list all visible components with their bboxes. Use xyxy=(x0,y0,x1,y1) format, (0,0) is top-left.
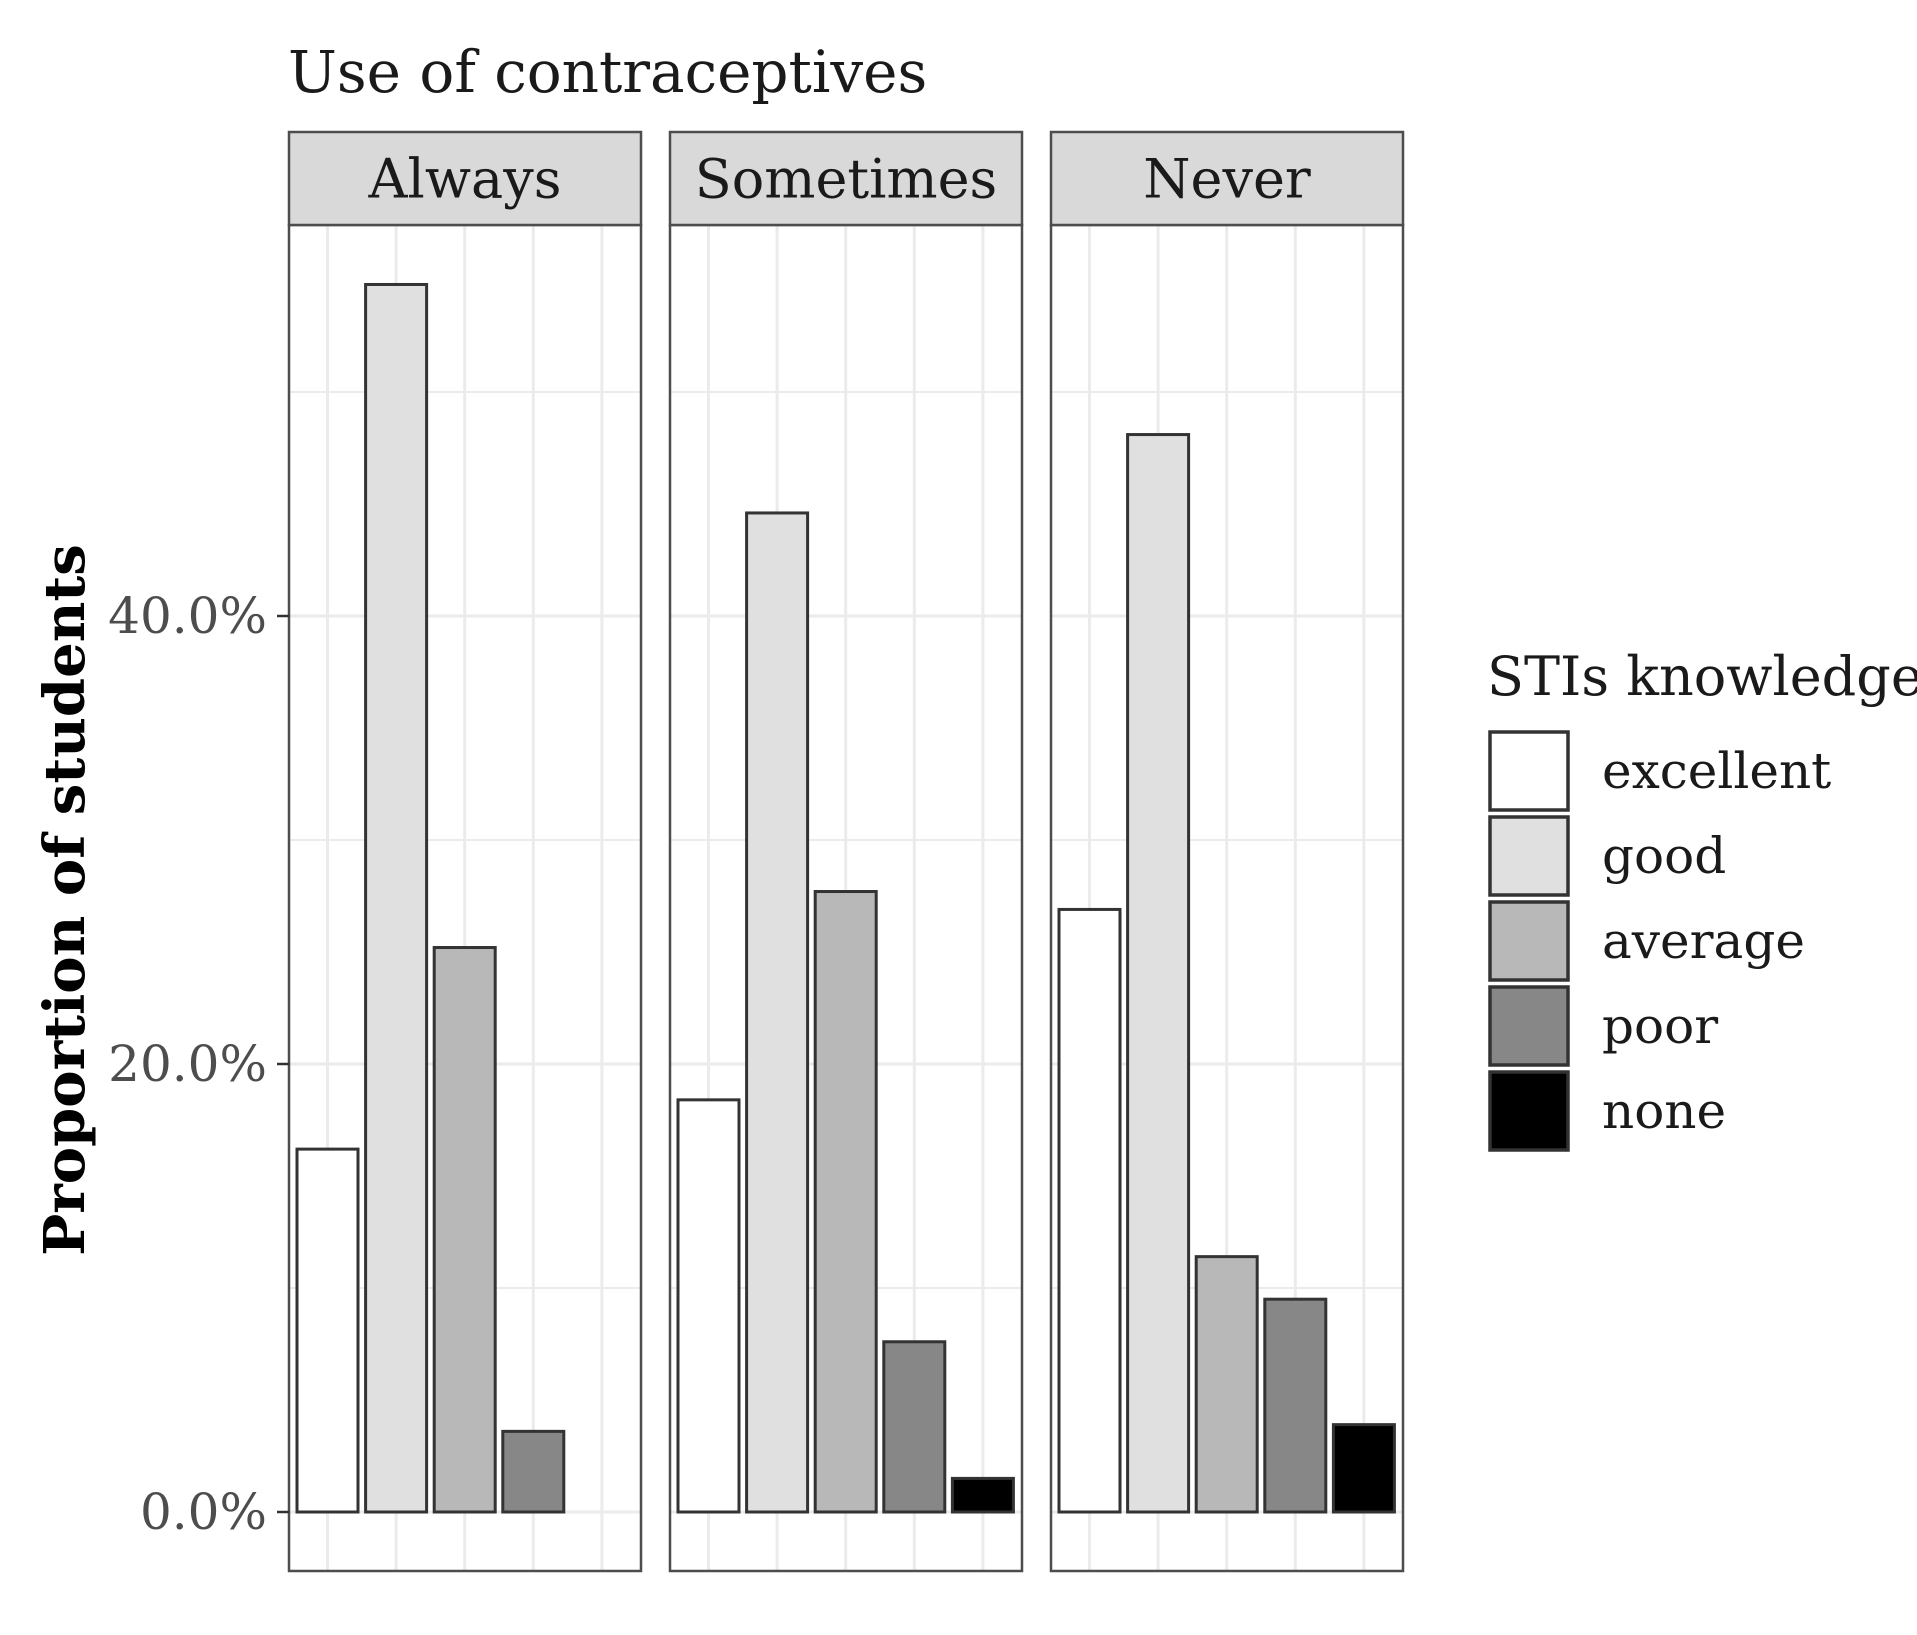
bar-always-average xyxy=(432,946,497,1514)
bar-sometimes-excellent xyxy=(676,1098,741,1514)
y-tick-label: 0.0% xyxy=(140,1483,267,1541)
bar-never-good xyxy=(1126,433,1191,1514)
facet-sometimes: Sometimes xyxy=(668,130,1024,1573)
bar-sometimes-none xyxy=(950,1476,1015,1514)
bar-never-poor xyxy=(1263,1297,1328,1514)
legend-label-average: average xyxy=(1602,912,1805,970)
facet-always: Always xyxy=(287,130,643,1573)
facet-panels: Always Sometimes Never xyxy=(287,130,1405,1573)
y-tick-label: 20.0% xyxy=(108,1035,267,1093)
bar-always-excellent xyxy=(295,1147,360,1514)
facet-strip-label: Always xyxy=(368,148,562,211)
facet-never: Never xyxy=(1049,130,1405,1573)
facet-strip xyxy=(287,130,643,227)
y-axis-label: Proportion of students xyxy=(32,544,98,1256)
bar-always-good xyxy=(364,282,429,1514)
legend-key-good xyxy=(1488,815,1570,897)
bar-never-none xyxy=(1331,1423,1396,1514)
facet-strip xyxy=(1049,130,1405,227)
legend-key-average xyxy=(1488,900,1570,982)
bar-sometimes-good xyxy=(745,511,810,1514)
bar-sometimes-average xyxy=(813,890,878,1514)
legend-key-none xyxy=(1488,1070,1570,1152)
bar-always-poor xyxy=(501,1429,566,1514)
legend-label-good: good xyxy=(1602,827,1726,885)
facet-strip-label: Sometimes xyxy=(695,148,998,211)
facet-strip-label: Never xyxy=(1143,148,1311,211)
legend: STIs knowledge excellent good average poor n… xyxy=(1487,645,1917,1152)
legend-title: STIs knowledge xyxy=(1487,645,1917,708)
y-axis-ticks: 0.0% 20.0% 40.0% xyxy=(108,587,289,1541)
bar-never-excellent xyxy=(1057,907,1122,1514)
facet-strip xyxy=(668,130,1024,227)
y-tick-label: 40.0% xyxy=(108,587,267,645)
legend-label-none: none xyxy=(1602,1082,1726,1140)
legend-key-poor xyxy=(1488,985,1570,1067)
bar-never-average xyxy=(1194,1255,1259,1514)
bar-sometimes-poor xyxy=(882,1340,947,1514)
chart-title: Use of contraceptives xyxy=(288,38,927,106)
legend-key-excellent xyxy=(1488,730,1570,812)
legend-label-poor: poor xyxy=(1602,997,1718,1055)
legend-label-excellent: excellent xyxy=(1602,742,1831,800)
